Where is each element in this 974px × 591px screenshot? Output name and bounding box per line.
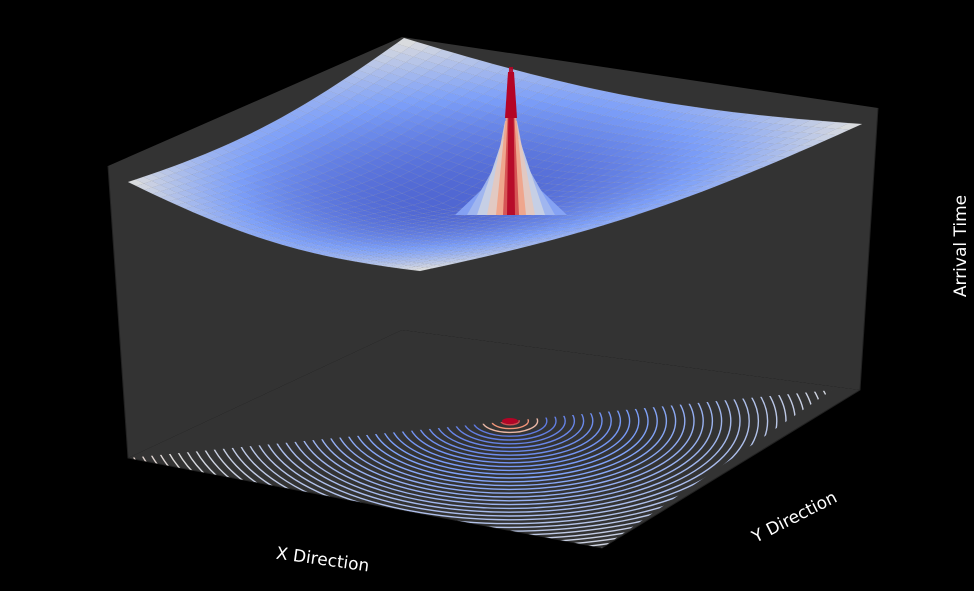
surface-mesh (127, 37, 863, 272)
surface-facet (837, 122, 863, 130)
z-axis-label: Arrival Time (951, 195, 971, 297)
y-axis-label: Y Direction (748, 488, 840, 548)
peak-tip (505, 72, 517, 118)
peak-spike (455, 67, 567, 215)
contour-center (502, 418, 518, 424)
x-axis-label: X Direction (275, 544, 371, 577)
